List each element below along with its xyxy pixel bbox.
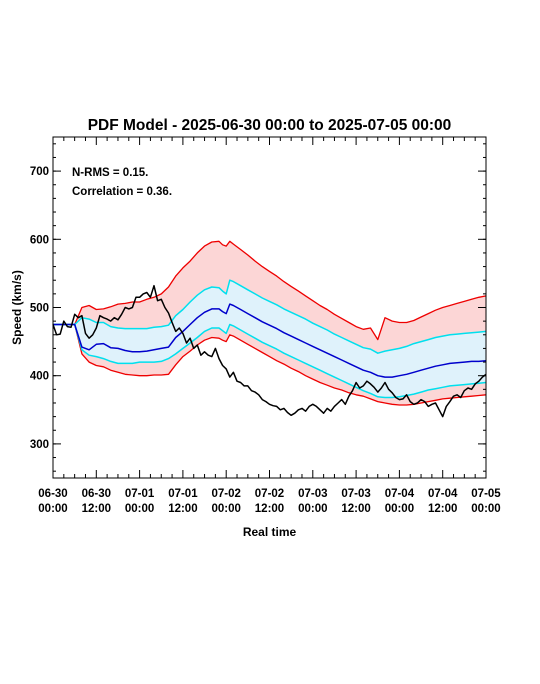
x-tick-label-date: 07-04 bbox=[428, 488, 458, 500]
series-line-observed bbox=[52, 284, 487, 418]
series-line-median bbox=[53, 303, 487, 378]
correlation-annotation: Correlation = 0.36. bbox=[72, 186, 172, 198]
x-axis-label: Real time bbox=[243, 525, 297, 539]
series-lines bbox=[52, 240, 487, 418]
x-tick-label-time: 12:00 bbox=[168, 503, 197, 515]
x-tick-label-date: 07-05 bbox=[471, 488, 501, 500]
x-tick-label-time: 12:00 bbox=[255, 503, 284, 515]
axis-tick-labels: 300 400 500 600 700 06-30 00:00 06-30 12:00 07-01… bbox=[30, 166, 501, 515]
inner-band-fill bbox=[53, 280, 486, 398]
chart-title: PDF Model - 2025-06-30 00:00 to 2025-07-… bbox=[88, 117, 452, 134]
x-tick-label-date: 07-04 bbox=[385, 488, 415, 500]
y-tick-label: 600 bbox=[30, 234, 49, 246]
x-tick-label-time: 00:00 bbox=[471, 503, 500, 515]
y-tick-label: 400 bbox=[30, 371, 49, 383]
inner-band-fill-layer bbox=[53, 280, 486, 398]
x-tick-label-date: 07-01 bbox=[168, 488, 198, 500]
x-tick-label-date: 07-01 bbox=[125, 488, 155, 500]
x-tick-label-time: 00:00 bbox=[298, 503, 327, 515]
x-tick-label-date: 06-30 bbox=[82, 488, 111, 500]
x-tick-label-time: 00:00 bbox=[385, 503, 414, 515]
x-tick-label-time: 12:00 bbox=[82, 503, 111, 515]
axis-ticks bbox=[52, 137, 487, 478]
nrms-annotation: N-RMS = 0.15. bbox=[72, 167, 148, 179]
x-tick-label-date: 07-03 bbox=[298, 488, 327, 500]
x-tick-label-date: 06-30 bbox=[38, 488, 67, 500]
x-tick-label-time: 00:00 bbox=[38, 503, 67, 515]
y-tick-label: 300 bbox=[30, 439, 49, 451]
x-tick-label-time: 12:00 bbox=[428, 503, 457, 515]
series-line-outer-upper bbox=[53, 240, 487, 341]
x-tick-label-time: 00:00 bbox=[125, 503, 154, 515]
x-tick-label-date: 07-02 bbox=[211, 488, 240, 500]
y-axis-label: Speed (km/s) bbox=[10, 270, 24, 345]
x-tick-label-date: 07-03 bbox=[341, 488, 370, 500]
x-tick-label-time: 12:00 bbox=[341, 503, 370, 515]
y-tick-label: 500 bbox=[30, 303, 49, 315]
y-tick-label: 700 bbox=[30, 166, 49, 178]
series-line-inner-upper bbox=[53, 279, 487, 354]
x-tick-label-date: 07-02 bbox=[255, 488, 284, 500]
series-line-inner-lower bbox=[53, 323, 487, 399]
x-tick-label-time: 00:00 bbox=[211, 503, 240, 515]
